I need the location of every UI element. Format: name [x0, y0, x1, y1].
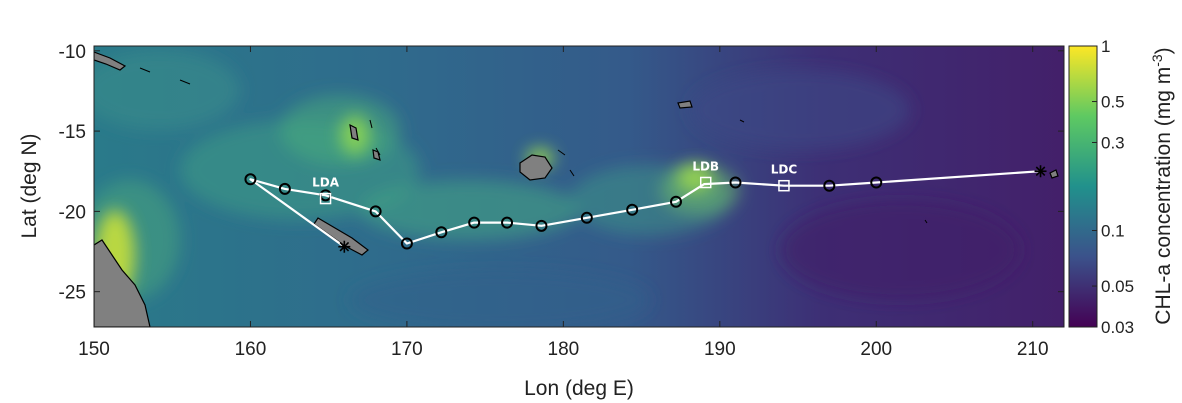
y-axis-ticks: -10 -15 -20 -25 [59, 42, 1064, 304]
long-duration-station-marker [699, 176, 712, 189]
station-marker [823, 179, 836, 192]
long-duration-station-label: LDB [692, 159, 719, 173]
colorbar-tick-label: 0.5 [1101, 93, 1125, 112]
colorbar-tick-label: 1 [1101, 37, 1110, 56]
colorbar-tick-label: 0.05 [1101, 277, 1134, 296]
x-tick-label: 210 [1017, 339, 1049, 360]
station-marker [501, 216, 514, 229]
track-endpoint-marker [1034, 165, 1047, 178]
long-duration-station-label: LDC [771, 163, 798, 177]
station-marker [626, 203, 639, 216]
station-marker [278, 182, 291, 195]
cruise-track-line [249, 170, 1041, 248]
station-marker [400, 237, 413, 250]
y-tick-label: -25 [59, 283, 86, 304]
colorbar-ticks: 1 0.5 0.3 0.1 0.05 0.03 [1092, 37, 1134, 337]
x-tick-label: 160 [235, 339, 267, 360]
y-axis-label: Lat (deg N) [18, 133, 41, 238]
x-axis-ticks: 150 160 170 180 190 200 210 [78, 46, 1049, 360]
colorbar-label: CHL-a concentration (mg m-3) [1149, 47, 1175, 324]
colorbar-tick-label: 0.1 [1101, 222, 1125, 241]
colorbar-tick-label: 0.3 [1101, 133, 1125, 152]
station-marker [729, 176, 742, 189]
y-tick-label: -10 [59, 42, 86, 63]
cruise-track-layer: LDA LDB LDC [244, 159, 1047, 253]
station-marker [468, 216, 481, 229]
chlorophyll-field [94, 46, 1064, 327]
x-tick-label: 190 [704, 339, 736, 360]
x-tick-label: 150 [78, 339, 110, 360]
plot-frame [93, 45, 1065, 328]
long-duration-station-marker [778, 179, 790, 192]
x-tick-label: 200 [860, 339, 892, 360]
colorbar [1068, 45, 1098, 328]
station-marker [244, 173, 257, 186]
station-marker [535, 219, 548, 232]
long-duration-station-label: LDA [312, 176, 340, 190]
x-axis-label: Lon (deg E) [524, 377, 634, 400]
y-tick-label: -15 [59, 122, 86, 143]
station-marker [435, 226, 448, 239]
station-marker [870, 176, 883, 189]
y-tick-label: -20 [59, 202, 86, 223]
station-marker [580, 211, 593, 224]
station-marker [670, 195, 682, 208]
x-tick-label: 170 [391, 339, 423, 360]
colorbar-tick-label: 0.03 [1101, 318, 1134, 337]
station-marker [369, 205, 382, 218]
long-duration-station-marker [319, 192, 332, 205]
x-tick-label: 180 [548, 339, 580, 360]
track-endpoint-marker [338, 240, 351, 253]
small-islands [139, 67, 928, 224]
